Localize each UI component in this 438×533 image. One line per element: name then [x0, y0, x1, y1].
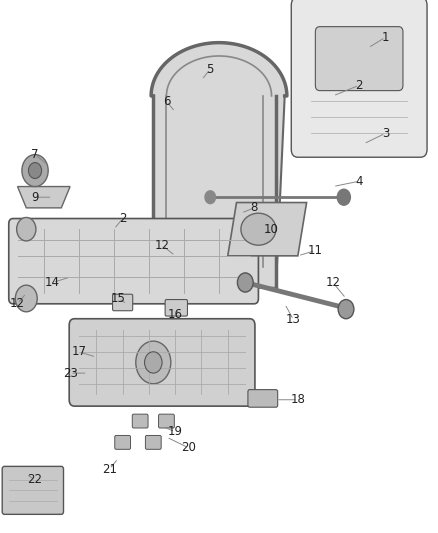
Text: 20: 20: [181, 441, 196, 454]
Text: 2: 2: [119, 212, 127, 225]
Text: 23: 23: [63, 367, 78, 379]
Polygon shape: [151, 43, 287, 288]
Circle shape: [15, 285, 37, 312]
Circle shape: [338, 300, 354, 319]
FancyBboxPatch shape: [159, 414, 174, 428]
Text: 13: 13: [286, 313, 301, 326]
Text: 8: 8: [251, 201, 258, 214]
Text: 17: 17: [71, 345, 86, 358]
Circle shape: [145, 352, 162, 373]
Circle shape: [136, 341, 171, 384]
FancyBboxPatch shape: [132, 414, 148, 428]
FancyBboxPatch shape: [113, 294, 133, 311]
FancyBboxPatch shape: [315, 27, 403, 91]
Text: 7: 7: [31, 148, 39, 161]
Text: 16: 16: [168, 308, 183, 321]
FancyBboxPatch shape: [2, 466, 64, 514]
Text: 15: 15: [111, 292, 126, 305]
FancyBboxPatch shape: [115, 435, 131, 449]
FancyBboxPatch shape: [248, 390, 278, 407]
Text: 3: 3: [382, 127, 389, 140]
Text: 19: 19: [168, 425, 183, 438]
Polygon shape: [228, 203, 307, 256]
Text: 9: 9: [31, 191, 39, 204]
Circle shape: [237, 273, 253, 292]
Text: 12: 12: [155, 239, 170, 252]
FancyBboxPatch shape: [145, 435, 161, 449]
Text: 21: 21: [102, 463, 117, 475]
Circle shape: [337, 189, 350, 205]
Circle shape: [205, 191, 215, 204]
FancyBboxPatch shape: [9, 219, 258, 304]
Circle shape: [22, 155, 48, 187]
Text: 2: 2: [355, 79, 363, 92]
Text: 22: 22: [28, 473, 42, 486]
FancyBboxPatch shape: [69, 319, 255, 406]
Text: 4: 4: [355, 175, 363, 188]
Text: 11: 11: [308, 244, 323, 257]
Polygon shape: [18, 187, 70, 208]
Text: 18: 18: [290, 393, 305, 406]
Ellipse shape: [241, 213, 276, 245]
FancyBboxPatch shape: [165, 300, 187, 316]
FancyBboxPatch shape: [291, 0, 427, 157]
Text: 12: 12: [325, 276, 340, 289]
Circle shape: [17, 217, 36, 241]
Circle shape: [28, 163, 42, 179]
Text: 1: 1: [381, 31, 389, 44]
Text: 10: 10: [264, 223, 279, 236]
Text: 6: 6: [162, 95, 170, 108]
Text: 14: 14: [45, 276, 60, 289]
Text: 12: 12: [10, 297, 25, 310]
Text: 5: 5: [207, 63, 214, 76]
